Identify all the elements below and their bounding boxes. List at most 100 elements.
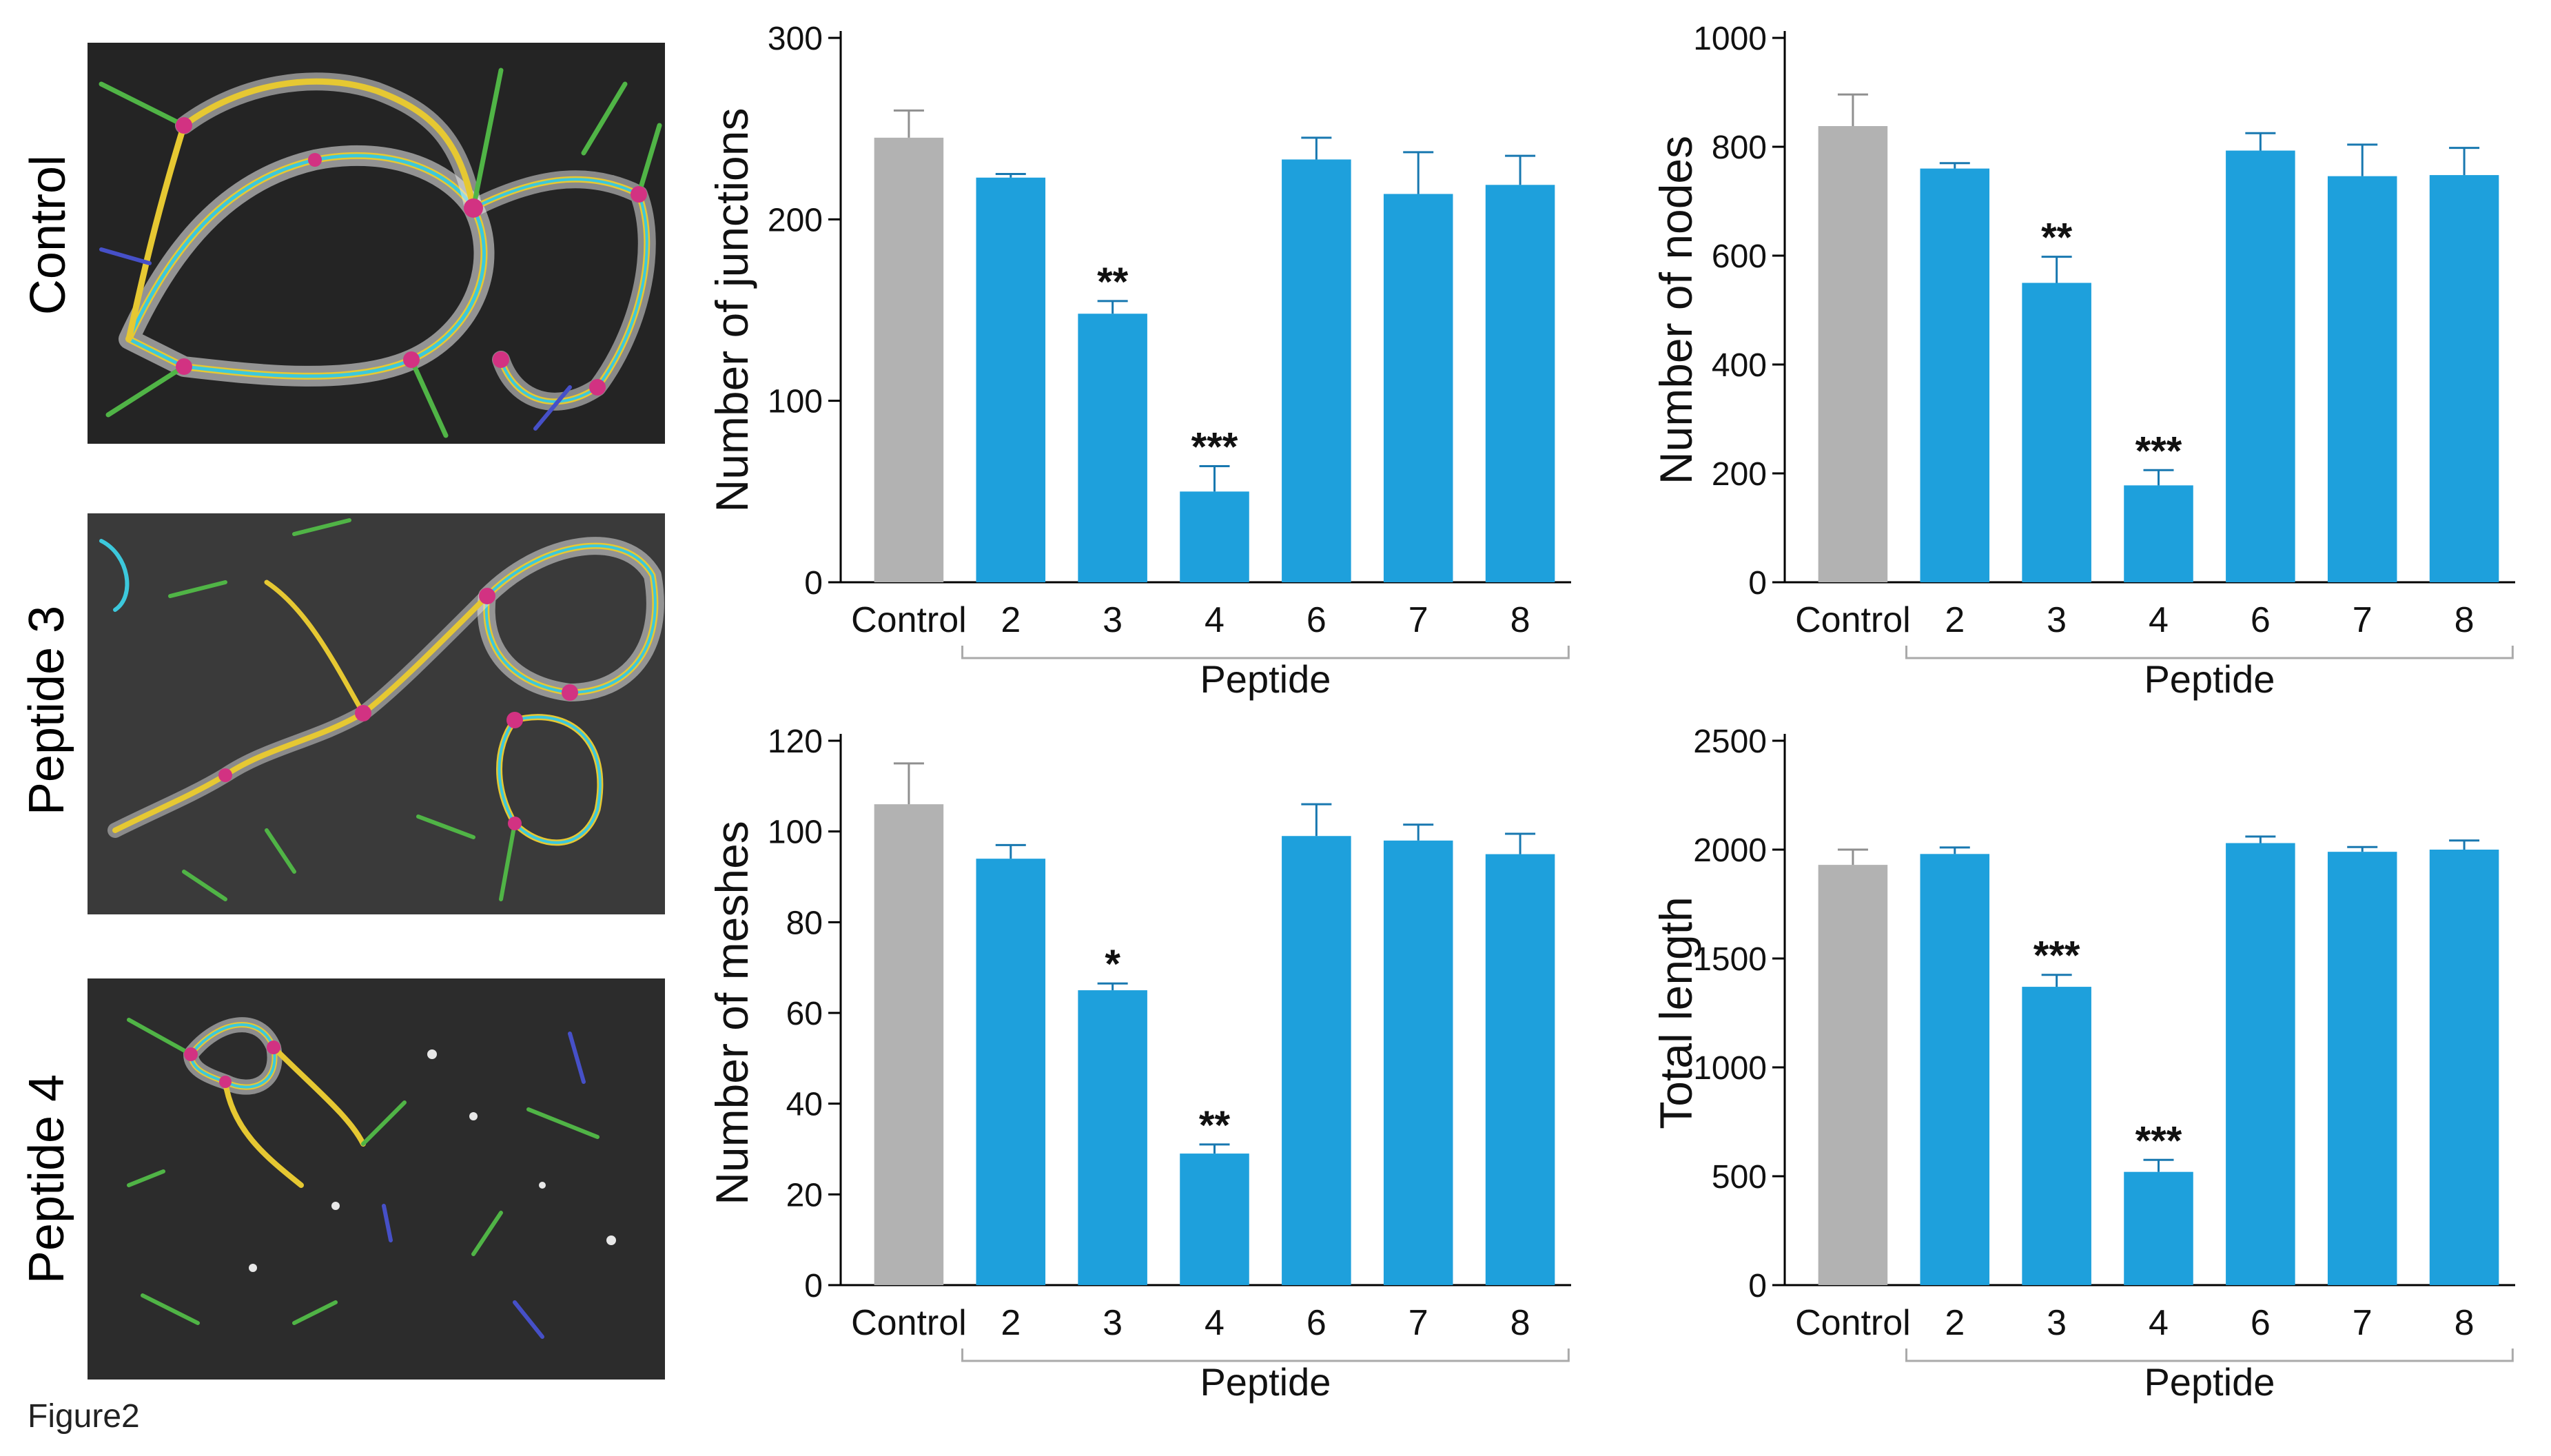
- junctions-y-label: Number of junctions: [706, 108, 757, 513]
- total-length-ytick-label-1500: 1500: [1693, 941, 1767, 978]
- junctions-bar-8: [1485, 185, 1555, 582]
- total-length-significance-3: ***: [2033, 934, 2080, 978]
- total-length-category-label-control: Control: [1795, 1303, 1911, 1343]
- junctions-category-label-3: 3: [1103, 600, 1123, 640]
- chart-junctions: 0 100 200 300 Number of junctions Control 2 ** 3…: [689, 0, 1599, 701]
- total-length-ytick-label-1000: 1000: [1693, 1050, 1767, 1087]
- nodes-ytick-label-0: 0: [1748, 565, 1767, 602]
- nodes-significance-3: **: [2041, 216, 2073, 260]
- total-length-bar-3: [2022, 987, 2091, 1285]
- chart-total-length-svg: 0 500 1000 1500 2000 2500 Total length Control 2…: [1650, 724, 2515, 1404]
- meshes-ytick-label-120: 120: [768, 724, 823, 760]
- chart-nodes-svg: 0 200 400 600 800 1000 Number of nodes Control 2…: [1650, 21, 2515, 701]
- micrograph-peptide-3-network: [88, 513, 665, 914]
- junctions-bar-control: [874, 137, 944, 583]
- nodes-y-label: Number of nodes: [1650, 136, 1701, 484]
- meshes-bar-3: [1078, 990, 1147, 1285]
- total-length-ytick-label-2500: 2500: [1693, 724, 1767, 760]
- meshes-ytick-label-80: 80: [786, 905, 823, 941]
- meshes-category-label-3: 3: [1103, 1303, 1123, 1343]
- junctions-category-label-2: 2: [1001, 600, 1021, 640]
- nodes-bar-3: [2022, 283, 2091, 582]
- junctions-bar-2: [976, 177, 1046, 582]
- total-length-category-label-7: 7: [2353, 1303, 2373, 1343]
- total-length-category-label-4: 4: [2149, 1303, 2169, 1343]
- junctions-ytick-label-100: 100: [768, 384, 823, 420]
- total-length-category-label-2: 2: [1945, 1303, 1965, 1343]
- image-label-control: Control: [21, 154, 76, 316]
- image-label-peptide-3: Peptide 3: [19, 605, 74, 816]
- meshes-category-label-8: 8: [1510, 1303, 1530, 1343]
- junctions-significance-3: **: [1097, 260, 1129, 305]
- total-length-bar-control: [1818, 865, 1888, 1285]
- micrograph-control-network: [88, 43, 665, 444]
- meshes-y-label: Number of meshes: [706, 821, 757, 1205]
- total-length-y-label: Total length: [1650, 896, 1701, 1129]
- meshes-bar-8: [1485, 854, 1555, 1285]
- total-length-ytick-label-2000: 2000: [1693, 832, 1767, 869]
- junctions-ytick-label-300: 300: [768, 21, 823, 57]
- meshes-category-label-4: 4: [1205, 1303, 1225, 1343]
- meshes-ytick-label-100: 100: [768, 814, 823, 851]
- junctions-bar-3: [1078, 314, 1147, 582]
- junctions-bar-7: [1383, 194, 1453, 582]
- nodes-ytick-label-400: 400: [1712, 347, 1767, 384]
- meshes-category-label-2: 2: [1001, 1303, 1021, 1343]
- junctions-bar-4: [1180, 491, 1249, 582]
- total-length-bar-6: [2226, 843, 2295, 1285]
- junctions-bar-6: [1282, 159, 1351, 582]
- nodes-ytick-label-600: 600: [1712, 238, 1767, 275]
- nodes-category-label-8: 8: [2455, 600, 2475, 640]
- nodes-bar-control: [1818, 125, 1888, 583]
- total-length-ytick-label-0: 0: [1748, 1268, 1767, 1304]
- nodes-bar-6: [2226, 150, 2295, 582]
- nodes-bar-7: [2327, 176, 2397, 582]
- nodes-bar-8: [2429, 175, 2499, 582]
- meshes-ytick-label-20: 20: [786, 1177, 823, 1213]
- nodes-bar-4: [2124, 485, 2193, 582]
- junctions-category-label-7: 7: [1408, 600, 1428, 640]
- meshes-ytick-label-0: 0: [804, 1268, 823, 1304]
- nodes-category-label-2: 2: [1945, 600, 1965, 640]
- meshes-bar-control: [874, 804, 944, 1285]
- nodes-category-label-control: Control: [1795, 600, 1911, 640]
- total-length-category-label-6: 6: [2251, 1303, 2271, 1343]
- nodes-significance-4: ***: [2135, 429, 2182, 473]
- nodes-category-label-6: 6: [2251, 600, 2271, 640]
- junctions-x-label: Peptide: [1200, 657, 1331, 701]
- nodes-category-label-7: 7: [2353, 600, 2373, 640]
- junctions-peptide-bracket: [961, 646, 1570, 659]
- nodes-ytick-label-200: 200: [1712, 456, 1767, 493]
- total-length-category-label-8: 8: [2455, 1303, 2475, 1343]
- nodes-category-label-4: 4: [2149, 600, 2169, 640]
- meshes-category-label-7: 7: [1408, 1303, 1428, 1343]
- meshes-peptide-bracket: [961, 1349, 1570, 1362]
- junctions-category-label-4: 4: [1205, 600, 1225, 640]
- micrograph-control: [88, 43, 665, 444]
- meshes-bar-2: [976, 859, 1046, 1285]
- total-length-bar-4: [2124, 1171, 2193, 1285]
- junctions-significance-4: ***: [1191, 424, 1238, 469]
- nodes-category-label-3: 3: [2047, 600, 2067, 640]
- micrograph-peptide-4: [88, 978, 665, 1380]
- total-length-significance-4: ***: [2135, 1118, 2182, 1163]
- meshes-bar-7: [1383, 840, 1453, 1285]
- figure-caption: Figure2: [28, 1398, 140, 1435]
- nodes-peptide-bracket: [1905, 646, 2514, 659]
- nodes-ytick-label-800: 800: [1712, 130, 1767, 166]
- total-length-peptide-bracket: [1905, 1349, 2514, 1362]
- junctions-category-label-8: 8: [1510, 600, 1530, 640]
- junctions-category-label-control: Control: [851, 600, 967, 640]
- total-length-bar-8: [2429, 850, 2499, 1285]
- meshes-x-label: Peptide: [1200, 1360, 1331, 1404]
- total-length-bar-7: [2327, 852, 2397, 1285]
- meshes-bar-6: [1282, 836, 1351, 1285]
- chart-total-length: 0 500 1000 1500 2000 2500 Total length Control 2…: [1626, 703, 2543, 1404]
- total-length-bar-2: [1920, 854, 1990, 1285]
- total-length-ytick-label-500: 500: [1712, 1159, 1767, 1196]
- total-length-category-label-3: 3: [2047, 1303, 2067, 1343]
- nodes-x-label: Peptide: [2144, 657, 2275, 701]
- meshes-bar-4: [1180, 1153, 1249, 1285]
- meshes-significance-4: **: [1199, 1103, 1231, 1148]
- micrograph-peptide-3: [88, 513, 665, 914]
